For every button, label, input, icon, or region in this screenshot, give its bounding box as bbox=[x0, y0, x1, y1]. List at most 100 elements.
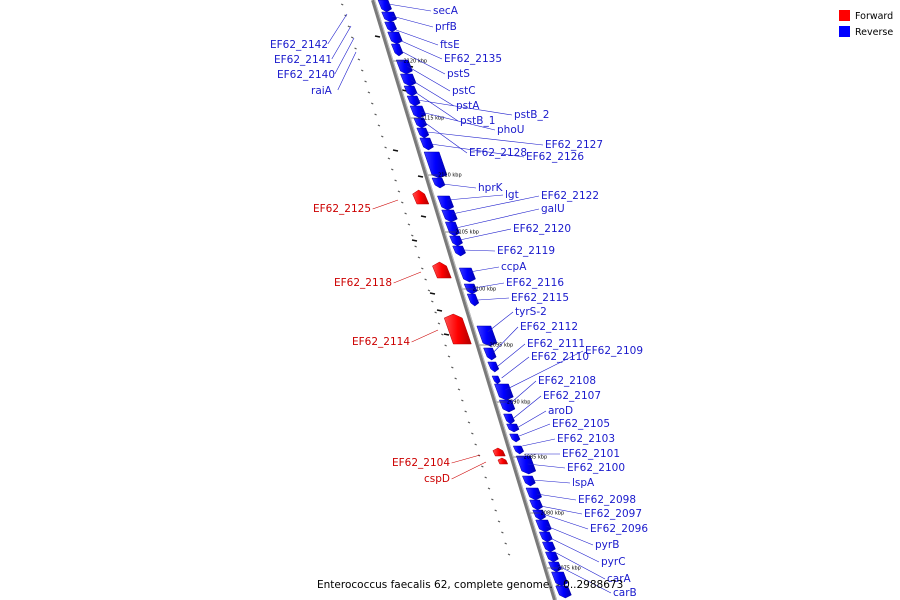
strand-dash bbox=[390, 168, 394, 171]
ruler-tick-label: 2085 kbp bbox=[524, 455, 548, 461]
label-leader-line bbox=[509, 380, 537, 405]
reverse-gene-block bbox=[458, 267, 476, 283]
gene-label-ftsE: ftsE bbox=[440, 39, 460, 51]
gene-label-EF62_2114: EF62_2114 bbox=[352, 336, 410, 348]
strand-dash bbox=[434, 311, 437, 314]
strand-dash bbox=[344, 14, 347, 17]
gene-label-EF62_2140: EF62_2140 bbox=[277, 69, 335, 81]
label-leader-line bbox=[406, 65, 451, 92]
strand-dash bbox=[374, 113, 377, 116]
ruler-tick-label: 2090 kbp bbox=[507, 400, 531, 406]
label-leader-line bbox=[532, 479, 571, 484]
forward-gene-EF62_2114 bbox=[443, 313, 472, 345]
label-leader-line bbox=[456, 208, 540, 229]
reverse-gene-block bbox=[535, 519, 552, 533]
label-leader-line bbox=[417, 99, 513, 116]
label-leader-line bbox=[372, 199, 399, 210]
label-leader-line bbox=[430, 143, 525, 158]
reverse-gene-block bbox=[449, 235, 463, 247]
reverse-gene-block bbox=[390, 43, 404, 57]
gene-label-EF62_2105: EF62_2105 bbox=[552, 418, 610, 430]
strand-dash bbox=[424, 278, 427, 281]
legend-reverse-label: Reverse bbox=[855, 27, 893, 38]
strand-dash bbox=[404, 212, 407, 215]
forward-gene-cspD bbox=[497, 457, 509, 465]
gene-label-EF62_2109: EF62_2109 bbox=[585, 345, 643, 357]
strand-dash bbox=[429, 292, 436, 295]
strand-dash bbox=[501, 531, 504, 534]
strand-dash bbox=[374, 35, 381, 38]
strand-dash bbox=[384, 146, 387, 149]
gene-label-EF62_2107: EF62_2107 bbox=[543, 390, 601, 402]
gene-label-raiA: raiA bbox=[311, 85, 333, 97]
gene-label-EF62_2126: EF62_2126 bbox=[526, 151, 584, 163]
label-leader-line bbox=[391, 15, 434, 28]
label-leader-line bbox=[451, 461, 487, 480]
label-leader-line bbox=[542, 513, 589, 530]
label-leader-line bbox=[402, 51, 446, 75]
reverse-gene-block bbox=[545, 551, 559, 563]
gene-label-pyrC: pyrC bbox=[601, 556, 626, 568]
label-leader-line bbox=[411, 79, 455, 107]
label-leader-line bbox=[513, 395, 542, 419]
strand-dash bbox=[394, 179, 397, 182]
reverse-gene-block bbox=[409, 105, 427, 119]
reverse-gene-block bbox=[441, 209, 458, 223]
strand-dash bbox=[484, 476, 487, 479]
gene-label-pstA: pstA bbox=[456, 100, 480, 112]
gene-label-EF62_2141: EF62_2141 bbox=[274, 54, 332, 66]
reverse-gene-block bbox=[532, 509, 547, 521]
strand-dash bbox=[467, 421, 471, 424]
gene-label-EF62_2097: EF62_2097 bbox=[584, 508, 642, 520]
label-leader-line bbox=[337, 51, 357, 91]
legend-forward-label: Forward bbox=[855, 11, 893, 22]
gene-label-EF62_2100: EF62_2100 bbox=[567, 462, 625, 474]
forward-gene-EF62_2104 bbox=[492, 447, 506, 457]
label-leader-line bbox=[519, 423, 551, 437]
strand-dash bbox=[471, 432, 474, 435]
reverse-gene-block bbox=[387, 31, 403, 45]
gene-label-EF62_2108: EF62_2108 bbox=[538, 375, 596, 387]
gene-label-pstB_1: pstB_1 bbox=[460, 115, 495, 127]
gene-label-pstC: pstC bbox=[452, 85, 476, 97]
gene-label-EF62_2125: EF62_2125 bbox=[313, 203, 371, 215]
label-leader-line bbox=[558, 565, 612, 594]
strand-dash bbox=[364, 80, 367, 83]
strand-dash bbox=[481, 465, 484, 468]
gene-label-pyrB: pyrB bbox=[595, 539, 619, 551]
label-leader-line bbox=[442, 183, 477, 189]
reverse-gene-block bbox=[509, 433, 521, 443]
label-leader-line bbox=[536, 493, 577, 501]
gene-label-phoU: phoU bbox=[497, 124, 524, 136]
gene-label-EF62_2120: EF62_2120 bbox=[513, 223, 571, 235]
reverse-gene-block bbox=[416, 127, 430, 139]
strand-dash bbox=[464, 410, 467, 413]
reverse-gene-block bbox=[494, 383, 514, 401]
label-leader-line bbox=[505, 350, 584, 391]
gene-label-secA: secA bbox=[433, 5, 459, 17]
reverse-gene-block bbox=[452, 245, 466, 257]
strand-dash bbox=[474, 443, 477, 446]
strand-dash bbox=[392, 149, 399, 152]
reverse-gene-block bbox=[406, 95, 421, 107]
label-leader-line bbox=[527, 463, 566, 469]
strand-dash bbox=[380, 135, 384, 138]
label-leader-line bbox=[501, 356, 530, 379]
strand-dash bbox=[427, 289, 431, 292]
reverse-gene-block bbox=[521, 475, 536, 487]
reverse-gene-block bbox=[476, 325, 498, 347]
strand-dash bbox=[387, 157, 391, 160]
gene-label-ccpA: ccpA bbox=[501, 261, 527, 273]
reverse-gene-block bbox=[413, 117, 428, 129]
reverse-gene-block bbox=[423, 151, 448, 179]
strand-dash bbox=[441, 333, 444, 336]
label-leader-line bbox=[493, 326, 519, 353]
strand-dash bbox=[497, 520, 501, 523]
gene-label-carA: carA bbox=[607, 573, 632, 585]
reverse-gene-block bbox=[487, 361, 500, 373]
label-leader-line bbox=[554, 551, 606, 580]
reverse-gene-block bbox=[503, 413, 515, 425]
strand-dash bbox=[340, 3, 344, 6]
gene-label-carB: carB bbox=[613, 587, 637, 599]
